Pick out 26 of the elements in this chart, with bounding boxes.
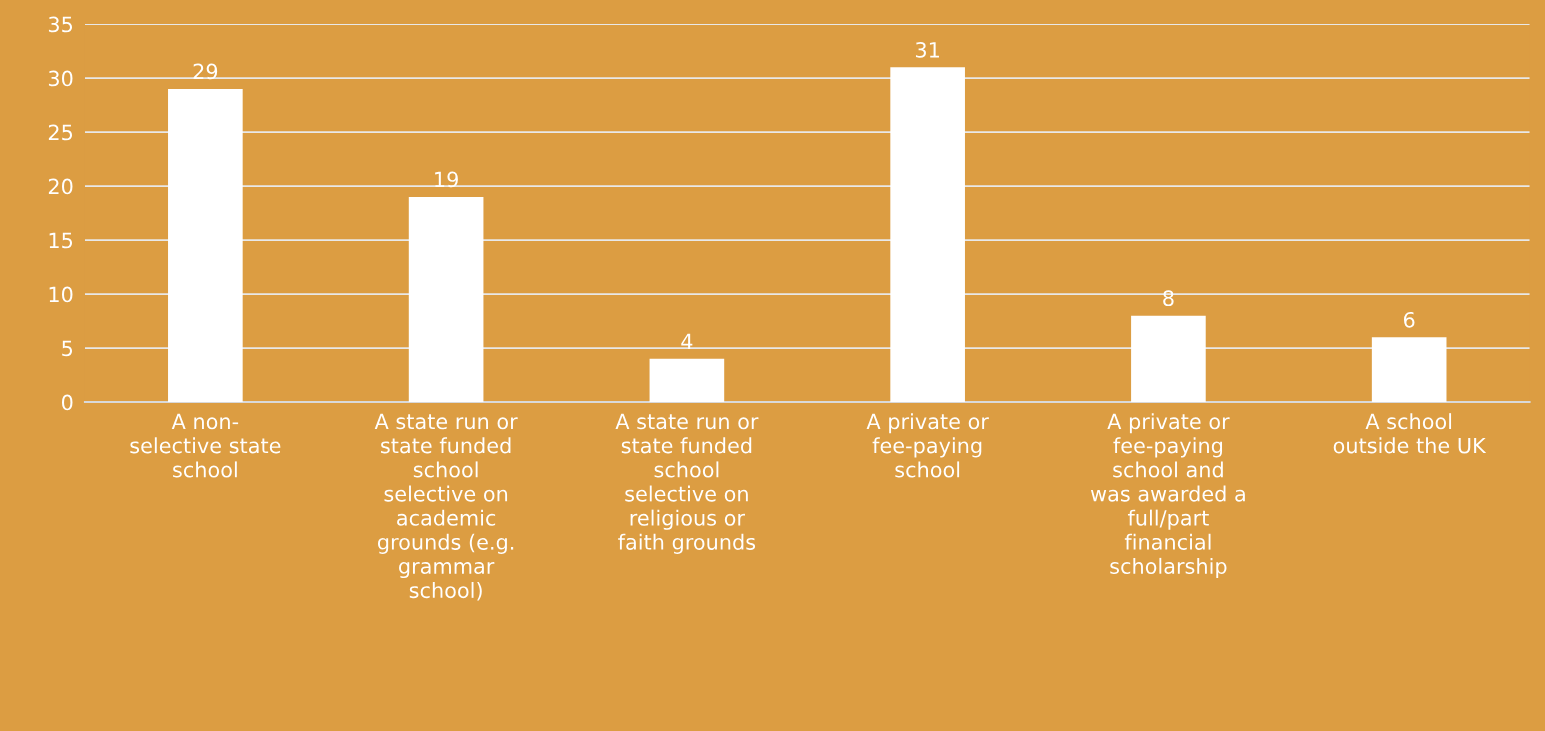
data-label: 8 [1163,290,1174,307]
bar [1131,315,1206,403]
bar [168,88,243,403]
y-tick-label: 25 [48,124,73,141]
y-tick-label: 30 [48,70,73,87]
bar [1371,337,1447,403]
data-label: 31 [915,41,939,58]
x-tick-label: A private or fee-paying school and was awarded a full/part financial scholarship [1090,413,1245,579]
y-tick-label: 0 [61,394,73,411]
y-tick-label: 10 [49,286,73,303]
y-tick-label: 35 [48,16,73,33]
x-tick-label: A state run or state funded school selective on academic grounds (e.g. grammar school) [374,413,518,601]
x-tick-label: A state run or state funded school selective on religious or faith grounds [615,413,759,554]
bar [649,358,725,403]
data-label: 6 [1404,311,1415,328]
data-label: 4 [681,333,693,349]
y-tick-label: 15 [49,232,73,249]
y-tick-label: 20 [48,178,73,195]
bar [890,67,965,403]
x-tick-label: A school outside the UK [1333,413,1487,454]
x-tick-label: A private or fee-paying school [866,413,989,478]
x-tick-label: A non- selective state school [130,413,281,478]
data-label: 29 [193,63,218,80]
bar [408,196,484,403]
data-label: 19 [435,171,458,188]
y-tick-label: 5 [62,340,73,357]
